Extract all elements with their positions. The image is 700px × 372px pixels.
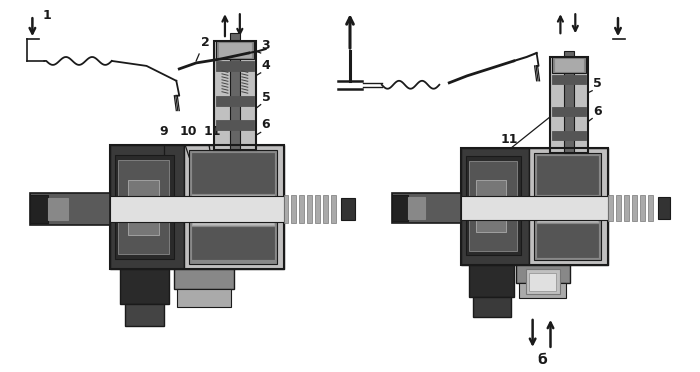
Bar	[110, 145, 284, 269]
Text: 9: 9	[160, 125, 168, 138]
Text: 4: 4	[262, 59, 270, 72]
Text: 11: 11	[203, 125, 220, 138]
Bar	[640, 195, 645, 221]
Bar	[125, 304, 164, 326]
Bar	[632, 195, 637, 221]
Bar	[193, 195, 274, 225]
Text: 6: 6	[262, 118, 270, 131]
Bar	[48, 198, 68, 220]
Bar	[341, 198, 355, 220]
Bar	[550, 57, 588, 153]
Bar	[608, 195, 613, 221]
Bar	[216, 96, 253, 106]
Text: 3: 3	[262, 39, 270, 52]
Bar	[556, 59, 583, 71]
Text: 6: 6	[593, 105, 602, 118]
Bar	[193, 227, 274, 259]
Bar	[533, 153, 601, 260]
Bar	[624, 195, 629, 221]
Text: 2: 2	[201, 36, 210, 49]
Bar	[392, 195, 407, 221]
Bar	[184, 145, 284, 269]
Text: 1: 1	[42, 9, 51, 22]
Bar	[115, 155, 174, 259]
Bar	[315, 195, 320, 223]
Bar	[648, 195, 652, 221]
Bar	[216, 41, 253, 59]
Bar	[127, 180, 160, 235]
Text: б: б	[538, 353, 547, 367]
Bar	[552, 75, 586, 84]
Bar	[469, 161, 517, 250]
Bar	[526, 269, 561, 294]
Bar	[214, 41, 256, 150]
Bar	[174, 269, 234, 289]
Bar	[658, 197, 670, 219]
Bar	[519, 283, 566, 298]
Bar	[537, 224, 598, 257]
Bar	[30, 193, 110, 225]
Bar	[284, 195, 288, 223]
Bar	[552, 57, 586, 73]
Bar	[528, 148, 608, 265]
Bar	[177, 289, 231, 307]
Bar	[323, 195, 328, 223]
Bar	[230, 33, 240, 150]
Bar	[193, 153, 274, 193]
Bar	[516, 265, 570, 283]
Bar	[552, 131, 586, 140]
Bar	[461, 148, 528, 265]
Bar	[300, 195, 304, 223]
Bar	[528, 273, 556, 291]
Bar	[473, 297, 511, 317]
Bar	[331, 195, 336, 223]
Bar	[214, 41, 256, 150]
Bar	[564, 51, 574, 153]
Bar	[407, 197, 426, 219]
Bar	[616, 195, 621, 221]
Text: 5: 5	[262, 91, 270, 104]
Text: 11: 11	[501, 133, 519, 146]
Bar	[461, 148, 608, 265]
Bar	[189, 150, 276, 264]
Bar	[392, 193, 461, 223]
Bar	[537, 156, 598, 194]
Bar	[118, 160, 169, 254]
Bar	[550, 57, 588, 153]
Bar	[466, 156, 521, 256]
Bar	[537, 196, 598, 222]
Text: 10: 10	[179, 125, 197, 138]
Bar	[216, 61, 253, 71]
Bar	[30, 195, 48, 223]
Bar	[461, 196, 608, 220]
Bar	[469, 265, 514, 297]
Text: 5: 5	[593, 77, 602, 90]
Bar	[291, 195, 296, 223]
Bar	[216, 121, 253, 131]
Bar	[476, 180, 506, 232]
Bar	[110, 145, 184, 269]
Bar	[219, 43, 251, 57]
Bar	[110, 196, 284, 222]
Bar	[120, 269, 169, 304]
Bar	[307, 195, 312, 223]
Bar	[552, 107, 586, 116]
